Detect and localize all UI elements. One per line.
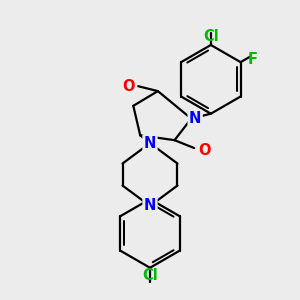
Text: Cl: Cl [142, 268, 158, 284]
Text: O: O [122, 79, 134, 94]
Text: N: N [144, 136, 156, 151]
Text: N: N [189, 111, 201, 126]
Text: F: F [248, 52, 258, 67]
Text: O: O [198, 142, 211, 158]
Text: N: N [144, 198, 156, 213]
Text: Cl: Cl [203, 29, 219, 44]
